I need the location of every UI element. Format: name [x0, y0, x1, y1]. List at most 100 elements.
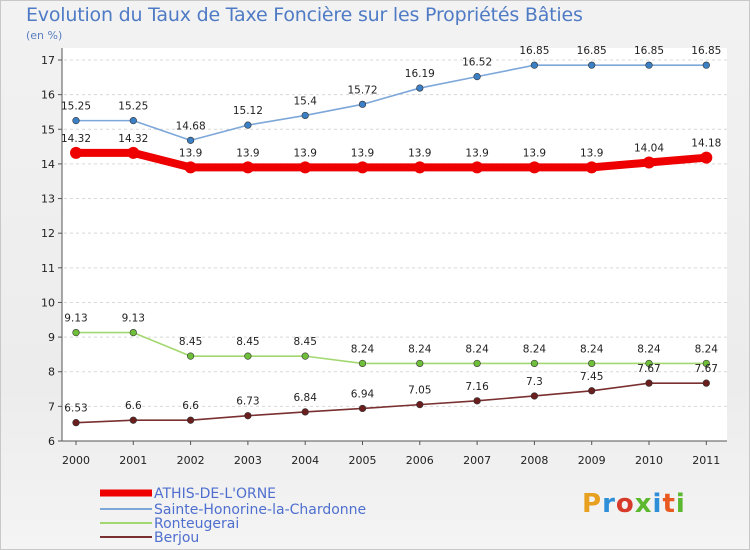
data-label-berjou: 7.67 [637, 363, 660, 375]
data-point-sainte-honorine-la-chardonne [72, 117, 80, 125]
y-tick-label: 9 [48, 331, 55, 344]
data-point-athis-de-l-orne [127, 146, 140, 159]
data-point-sainte-honorine-la-chardonne [129, 117, 137, 125]
chart-title: Evolution du Taux de Taxe Foncière sur l… [26, 4, 583, 26]
data-label-athis-de-l-orne: 13.9 [523, 147, 546, 159]
data-label-berjou: 7.3 [526, 376, 543, 388]
y-tick-label: 15 [41, 123, 55, 136]
data-label-berjou: 6.6 [182, 400, 199, 412]
data-label-athis-de-l-orne: 13.9 [351, 147, 374, 159]
data-label-ronteugerai: 8.45 [294, 336, 317, 348]
data-label-athis-de-l-orne: 13.9 [179, 147, 202, 159]
data-point-berjou [358, 404, 367, 413]
data-point-sainte-honorine-la-chardonne [645, 61, 653, 69]
data-point-berjou [645, 379, 653, 387]
data-label-sainte-honorine-la-chardonne: 15.4 [294, 95, 318, 107]
data-point-ronteugerai [301, 352, 309, 360]
data-point-athis-de-l-orne [643, 156, 655, 169]
data-label-athis-de-l-orne: 13.9 [465, 147, 488, 159]
data-point-athis-de-l-orne [184, 161, 197, 174]
logo-letter: t [662, 489, 676, 519]
data-point-sainte-honorine-la-chardonne [358, 100, 367, 108]
data-point-ronteugerai [702, 359, 710, 368]
data-point-berjou [530, 392, 539, 400]
data-label-athis-de-l-orne: 14.32 [61, 133, 91, 145]
data-point-ronteugerai [530, 359, 539, 368]
data-point-berjou [473, 397, 481, 405]
x-tick-label: 2006 [406, 454, 434, 467]
data-label-sainte-honorine-la-chardonne: 16.19 [405, 68, 435, 80]
data-label-berjou: 7.05 [408, 385, 431, 397]
x-tick-label: 2007 [463, 454, 491, 467]
data-label-athis-de-l-orne: 14.32 [118, 133, 148, 145]
data-label-sainte-honorine-la-chardonne: 15.12 [233, 105, 263, 117]
data-point-ronteugerai [358, 359, 367, 368]
data-point-berjou [301, 408, 309, 416]
data-label-ronteugerai: 8.45 [236, 336, 259, 348]
data-point-sainte-honorine-la-chardonne [301, 111, 309, 120]
data-point-berjou [72, 419, 80, 427]
data-label-athis-de-l-orne: 13.9 [236, 147, 259, 159]
data-label-ronteugerai: 8.24 [695, 343, 719, 355]
logo-letter: i [652, 489, 663, 519]
data-point-ronteugerai [129, 328, 137, 337]
logo-letter: P [582, 489, 603, 519]
data-point-ronteugerai [645, 359, 653, 368]
data-point-athis-de-l-orne [471, 161, 484, 174]
plot-area [62, 48, 727, 441]
data-point-athis-de-l-orne [413, 161, 426, 174]
proxiti-logo: Proxiti [582, 489, 686, 519]
data-label-berjou: 6.84 [294, 392, 318, 404]
y-tick-label: 10 [41, 296, 55, 309]
data-label-berjou: 7.45 [580, 371, 603, 383]
data-point-berjou [244, 412, 252, 420]
x-tick-label: 2008 [520, 454, 548, 467]
x-tick-label: 2009 [578, 454, 606, 467]
data-point-athis-de-l-orne [299, 161, 312, 174]
legend-label-athis-de-l-orne: ATHIS-DE-L'ORNE [154, 486, 276, 502]
legend-label-berjou: Berjou [154, 530, 199, 546]
data-point-athis-de-l-orne [585, 161, 598, 174]
data-point-sainte-honorine-la-chardonne [588, 61, 596, 69]
y-tick-label: 17 [41, 54, 55, 67]
logo-letter: o [615, 489, 635, 519]
data-point-athis-de-l-orne [528, 161, 541, 174]
data-label-sainte-honorine-la-chardonne: 15.25 [61, 101, 91, 113]
data-label-sainte-honorine-la-chardonne: 16.85 [634, 45, 664, 57]
data-label-ronteugerai: 8.24 [408, 343, 432, 355]
x-tick-label: 2000 [62, 454, 90, 467]
legend-label-sainte-honorine-la-chardonne: Sainte-Honorine-la-Chardonne [154, 502, 366, 518]
data-point-ronteugerai [473, 359, 481, 368]
x-tick-label: 2003 [234, 454, 262, 467]
series-line-athis-de-l-orne [72, 148, 711, 172]
y-tick-label: 14 [41, 158, 55, 171]
x-tick-label: 2002 [177, 454, 205, 467]
data-point-sainte-honorine-la-chardonne [702, 61, 710, 69]
data-label-sainte-honorine-la-chardonne: 16.85 [577, 45, 607, 57]
data-label-athis-de-l-orne: 14.04 [634, 143, 664, 155]
data-label-ronteugerai: 8.45 [179, 336, 202, 348]
x-tick-label: 2005 [349, 454, 377, 467]
data-label-berjou: 6.53 [64, 403, 87, 415]
data-point-sainte-honorine-la-chardonne [187, 136, 195, 144]
y-tick-label: 8 [48, 366, 55, 379]
data-label-athis-de-l-orne: 13.9 [408, 147, 431, 159]
data-point-athis-de-l-orne [241, 161, 254, 174]
data-point-ronteugerai [416, 359, 424, 368]
data-label-athis-de-l-orne: 14.18 [691, 138, 721, 150]
data-point-ronteugerai [187, 352, 195, 360]
data-point-sainte-honorine-la-chardonne [530, 61, 539, 69]
data-label-ronteugerai: 9.13 [64, 313, 87, 325]
data-label-ronteugerai: 9.13 [122, 313, 145, 325]
data-label-sainte-honorine-la-chardonne: 15.72 [347, 84, 377, 96]
series-line-ronteugerai [75, 331, 708, 365]
data-label-berjou: 7.67 [695, 363, 718, 375]
data-point-ronteugerai [588, 359, 596, 368]
data-label-athis-de-l-orne: 13.9 [580, 147, 603, 159]
x-tick-label: 2010 [635, 454, 663, 467]
data-label-sainte-honorine-la-chardonne: 16.52 [462, 57, 492, 69]
data-label-ronteugerai: 8.24 [351, 343, 375, 355]
x-tick-label: 2011 [692, 454, 720, 467]
data-point-berjou [588, 387, 596, 395]
